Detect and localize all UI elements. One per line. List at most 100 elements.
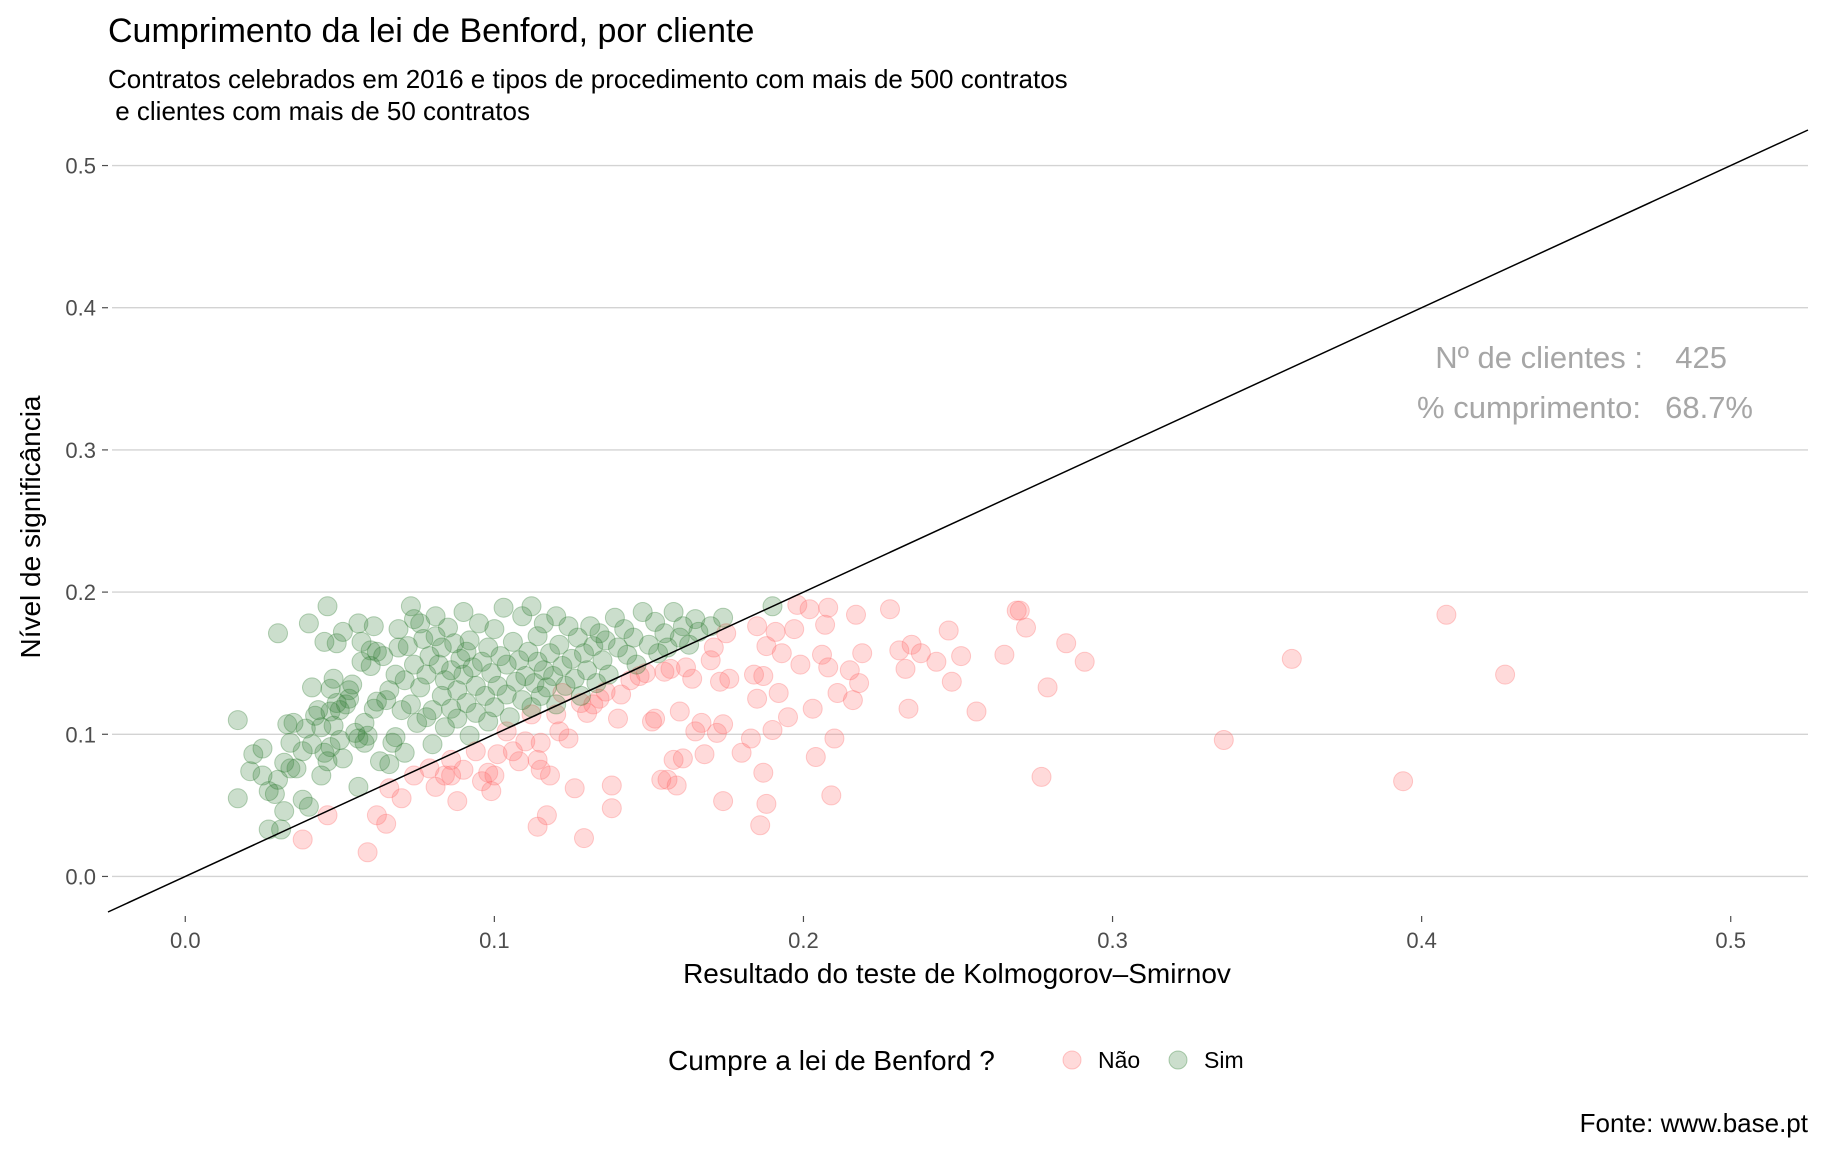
data-point-nao: [765, 621, 786, 642]
data-points: [227, 594, 1516, 863]
data-point-sim: [354, 732, 375, 753]
data-point-sim: [373, 646, 394, 667]
data-point-sim: [252, 738, 273, 759]
data-point-sim: [496, 654, 517, 675]
data-point-sim: [354, 712, 375, 733]
data-point-sim: [564, 668, 585, 689]
data-point-sim: [608, 637, 628, 658]
data-point-sim: [549, 634, 570, 655]
data-point-nao: [941, 671, 962, 692]
data-point-nao: [710, 671, 730, 692]
data-point-nao: [478, 762, 499, 783]
data-point-nao: [669, 701, 690, 722]
data-point-sim: [540, 643, 560, 664]
data-point-sim: [410, 613, 431, 634]
data-point-nao: [1436, 604, 1457, 625]
data-point-sim: [252, 765, 273, 786]
data-point-nao: [768, 683, 789, 703]
data-point-nao: [1213, 730, 1234, 750]
data-point-sim: [595, 630, 616, 651]
data-point-sim: [645, 611, 666, 632]
data-point-sim: [391, 700, 412, 721]
data-point-sim: [385, 664, 406, 685]
data-point-nao: [527, 816, 548, 837]
data-point-nao: [589, 688, 610, 709]
data-point-nao: [540, 765, 560, 786]
data-point-nao: [812, 644, 832, 665]
data-point-sim: [323, 715, 344, 736]
data-point-nao: [852, 643, 873, 664]
data-point-nao: [824, 728, 845, 749]
data-point-sim: [363, 698, 384, 719]
chart-subtitle-line1: Contratos celebrados em 2016 e tipos de …: [108, 64, 1068, 94]
x-tick-label: 0.5: [1715, 928, 1746, 953]
data-point-nao: [719, 668, 740, 689]
data-point-sim: [320, 701, 341, 722]
data-point-sim: [530, 685, 551, 706]
data-point-sim: [419, 646, 440, 667]
data-point-sim: [524, 673, 545, 694]
data-point-nao: [635, 663, 656, 684]
y-tick-label: 0.1: [65, 722, 96, 747]
data-point-nao: [694, 744, 715, 765]
data-point-nao: [784, 619, 805, 640]
data-point-sim: [527, 651, 548, 672]
data-point-sim: [422, 700, 443, 721]
data-point-nao: [889, 640, 910, 661]
data-point-nao: [818, 597, 839, 618]
data-point-sim: [431, 685, 452, 706]
data-point-nao: [660, 658, 681, 679]
data-point-nao: [731, 742, 752, 763]
data-point-sim: [447, 708, 468, 729]
annotation-clients-label: Nº de clientes :: [1435, 340, 1643, 375]
data-point-nao: [509, 751, 530, 772]
data-point-sim: [243, 744, 264, 765]
data-point-nao: [574, 828, 594, 849]
data-point-sim: [567, 627, 588, 648]
data-point-sim: [487, 675, 508, 696]
data-point-sim: [425, 626, 446, 647]
data-point-nao: [292, 829, 313, 850]
data-point-sim: [329, 700, 350, 721]
data-point-nao: [966, 701, 987, 722]
data-point-sim: [311, 717, 332, 738]
data-point-sim: [438, 617, 458, 638]
data-point-nao: [700, 650, 721, 671]
data-point-nao: [663, 749, 684, 770]
data-point-sim: [385, 727, 406, 748]
data-point-sim: [308, 700, 329, 721]
data-point-nao: [595, 681, 616, 702]
y-axis-title: Nível de significância: [15, 395, 46, 658]
data-point-nao: [611, 684, 632, 705]
data-point-nao: [753, 762, 774, 783]
data-point-nao: [536, 805, 557, 826]
data-point-sim: [400, 694, 421, 715]
data-point-nao: [515, 731, 536, 752]
data-point-nao: [1056, 633, 1077, 654]
data-point-sim: [332, 748, 353, 769]
data-point-sim: [379, 680, 400, 701]
data-point-nao: [846, 604, 866, 625]
data-point-nao: [645, 708, 666, 729]
gridlines: [112, 164, 1808, 878]
data-point-sim: [345, 722, 366, 743]
data-point-sim: [305, 705, 326, 726]
annotation-clients-value: 425: [1675, 340, 1727, 375]
data-point-nao: [1031, 766, 1052, 787]
data-point-nao: [672, 748, 693, 769]
y-tick-label: 0.2: [65, 580, 96, 605]
data-point-sim: [496, 684, 517, 705]
data-point-sim: [592, 650, 613, 671]
data-point-nao: [601, 798, 622, 819]
data-point-sim: [314, 742, 335, 763]
data-point-sim: [490, 646, 511, 667]
data-point-nao: [880, 599, 900, 620]
x-tick-label: 0.4: [1406, 928, 1437, 953]
data-point-sim: [404, 609, 424, 630]
data-point-sim: [348, 728, 369, 749]
data-point-sim: [268, 623, 288, 644]
data-point-sim: [453, 664, 474, 685]
data-point-sim: [422, 734, 443, 755]
data-point-sim: [431, 637, 452, 658]
data-point-sim: [456, 693, 477, 713]
